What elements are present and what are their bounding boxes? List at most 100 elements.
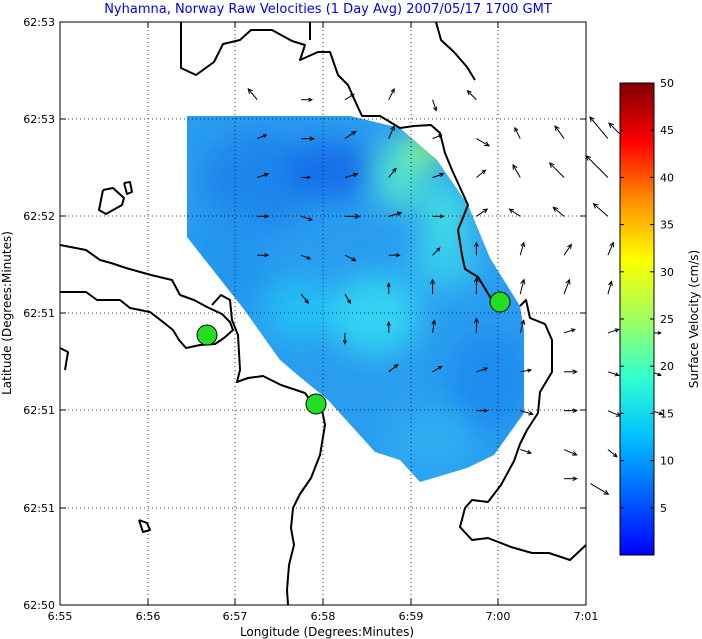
y-tick-label: 62:51 xyxy=(23,404,55,417)
y-tick-label: 62:53 xyxy=(23,113,55,126)
velocity-vector xyxy=(388,87,395,100)
colorbar-tick-label: 35 xyxy=(660,219,674,232)
velocity-vector xyxy=(432,172,445,178)
x-tick-label: 7:00 xyxy=(486,610,511,623)
colorbar-tick-label: 30 xyxy=(660,266,674,279)
velocity-vector xyxy=(476,367,489,373)
velocity-vector xyxy=(519,278,526,295)
velocity-vector xyxy=(585,155,609,178)
velocity-vector xyxy=(300,254,312,260)
velocity-vector xyxy=(607,449,618,458)
velocity-vector xyxy=(344,172,359,178)
velocity-vector xyxy=(301,175,312,180)
colorbar-ticks: 5 10 15 20 25 30 35 40 45 50 xyxy=(620,77,674,515)
colorbar-label: Surface Velocity (cm/s) xyxy=(687,250,701,388)
velocity-vector xyxy=(344,93,355,101)
velocity-vector xyxy=(388,253,401,258)
colorbar-tick-label: 45 xyxy=(660,124,674,137)
velocity-vector xyxy=(512,163,521,178)
radar-site-marker xyxy=(196,324,218,346)
velocity-vector xyxy=(607,241,615,256)
velocity-vector xyxy=(429,278,436,295)
velocity-vector xyxy=(476,138,491,147)
velocity-vectors xyxy=(247,87,664,495)
colorbar-tick-label: 10 xyxy=(660,455,674,468)
velocity-vector xyxy=(473,276,480,295)
velocity-vector xyxy=(589,116,609,139)
velocity-vector xyxy=(607,280,613,295)
velocity-vector xyxy=(474,241,479,256)
velocity-vector xyxy=(508,208,521,217)
velocity-vector xyxy=(563,328,576,334)
axis-ticks xyxy=(60,22,586,605)
velocity-vector xyxy=(388,363,399,373)
velocity-vector xyxy=(607,328,620,334)
velocity-vector xyxy=(563,243,572,256)
velocity-vector xyxy=(257,214,270,219)
x-tick-label: 6:58 xyxy=(311,610,336,623)
velocity-vector xyxy=(564,476,578,482)
velocity-vector xyxy=(386,320,391,333)
velocity-vector xyxy=(563,278,571,295)
velocity-vector xyxy=(344,254,357,262)
velocity-vector xyxy=(432,365,443,373)
colorbar-tick-label: 50 xyxy=(660,77,674,90)
y-tick-label: 62:50 xyxy=(23,599,55,612)
velocity-vector xyxy=(564,408,578,414)
chart-title: Nyhamna, Norway Raw Velocities (1 Day Av… xyxy=(104,2,552,17)
x-tick-label: 6:57 xyxy=(223,610,248,623)
velocity-vector xyxy=(301,136,315,141)
velocity-vector xyxy=(519,241,526,256)
x-tick-label: 6:56 xyxy=(136,610,161,623)
velocity-vector xyxy=(466,89,477,101)
velocity-vector xyxy=(344,293,351,305)
x-tick-label: 7:01 xyxy=(574,610,599,623)
colorbar-tick-label: 15 xyxy=(660,407,674,420)
velocity-vector xyxy=(476,408,489,413)
velocity-vector xyxy=(301,97,314,102)
velocity-vector xyxy=(300,215,313,221)
velocity-vector xyxy=(342,332,348,345)
velocity-vector xyxy=(257,253,270,258)
velocity-vector xyxy=(564,369,578,375)
velocity-vector xyxy=(432,99,438,112)
y-tick-label: 62:51 xyxy=(23,502,55,515)
velocity-vector xyxy=(388,167,397,178)
velocity-vector xyxy=(388,211,403,217)
velocity-vector xyxy=(548,162,565,178)
colorbar-tick-label: 20 xyxy=(660,360,674,373)
colorbar-tick-label: 40 xyxy=(660,171,674,184)
velocity-vector xyxy=(344,213,361,219)
velocity-vector xyxy=(432,134,443,140)
radar-site-marker xyxy=(305,393,327,415)
velocity-vector xyxy=(563,449,578,456)
y-axis-label: Latitude (Degrees:Minutes) xyxy=(0,231,14,395)
colorbar-tick-label: 25 xyxy=(660,313,674,326)
x-axis-label: Longitude (Degrees:Minutes) xyxy=(240,625,414,639)
velocity-vector xyxy=(476,169,487,178)
velocity-vector xyxy=(519,319,526,334)
velocity-vector xyxy=(257,172,270,178)
velocity-vector xyxy=(344,130,357,140)
velocity-vector xyxy=(257,134,268,140)
velocity-vector xyxy=(607,410,622,417)
x-tick-label: 6:59 xyxy=(399,610,424,623)
y-tick-label: 62:53 xyxy=(23,16,55,29)
radar-site-marker xyxy=(489,291,511,313)
x-tick-label: 6:55 xyxy=(48,610,73,623)
velocity-vector xyxy=(552,206,565,217)
velocity-vector xyxy=(473,317,480,333)
velocity-vector xyxy=(300,293,310,304)
velocity-vector xyxy=(247,88,258,101)
velocity-vector xyxy=(607,371,620,377)
colorbar-tick-label: 5 xyxy=(660,502,667,515)
velocity-vector xyxy=(432,214,445,219)
velocity-vector xyxy=(590,483,610,495)
y-tick-label: 62:52 xyxy=(23,210,55,223)
colorbar xyxy=(619,82,655,556)
velocity-vector xyxy=(431,319,437,334)
velocity-vector xyxy=(592,202,609,217)
velocity-vector xyxy=(476,208,489,217)
velocity-vector xyxy=(388,124,395,139)
